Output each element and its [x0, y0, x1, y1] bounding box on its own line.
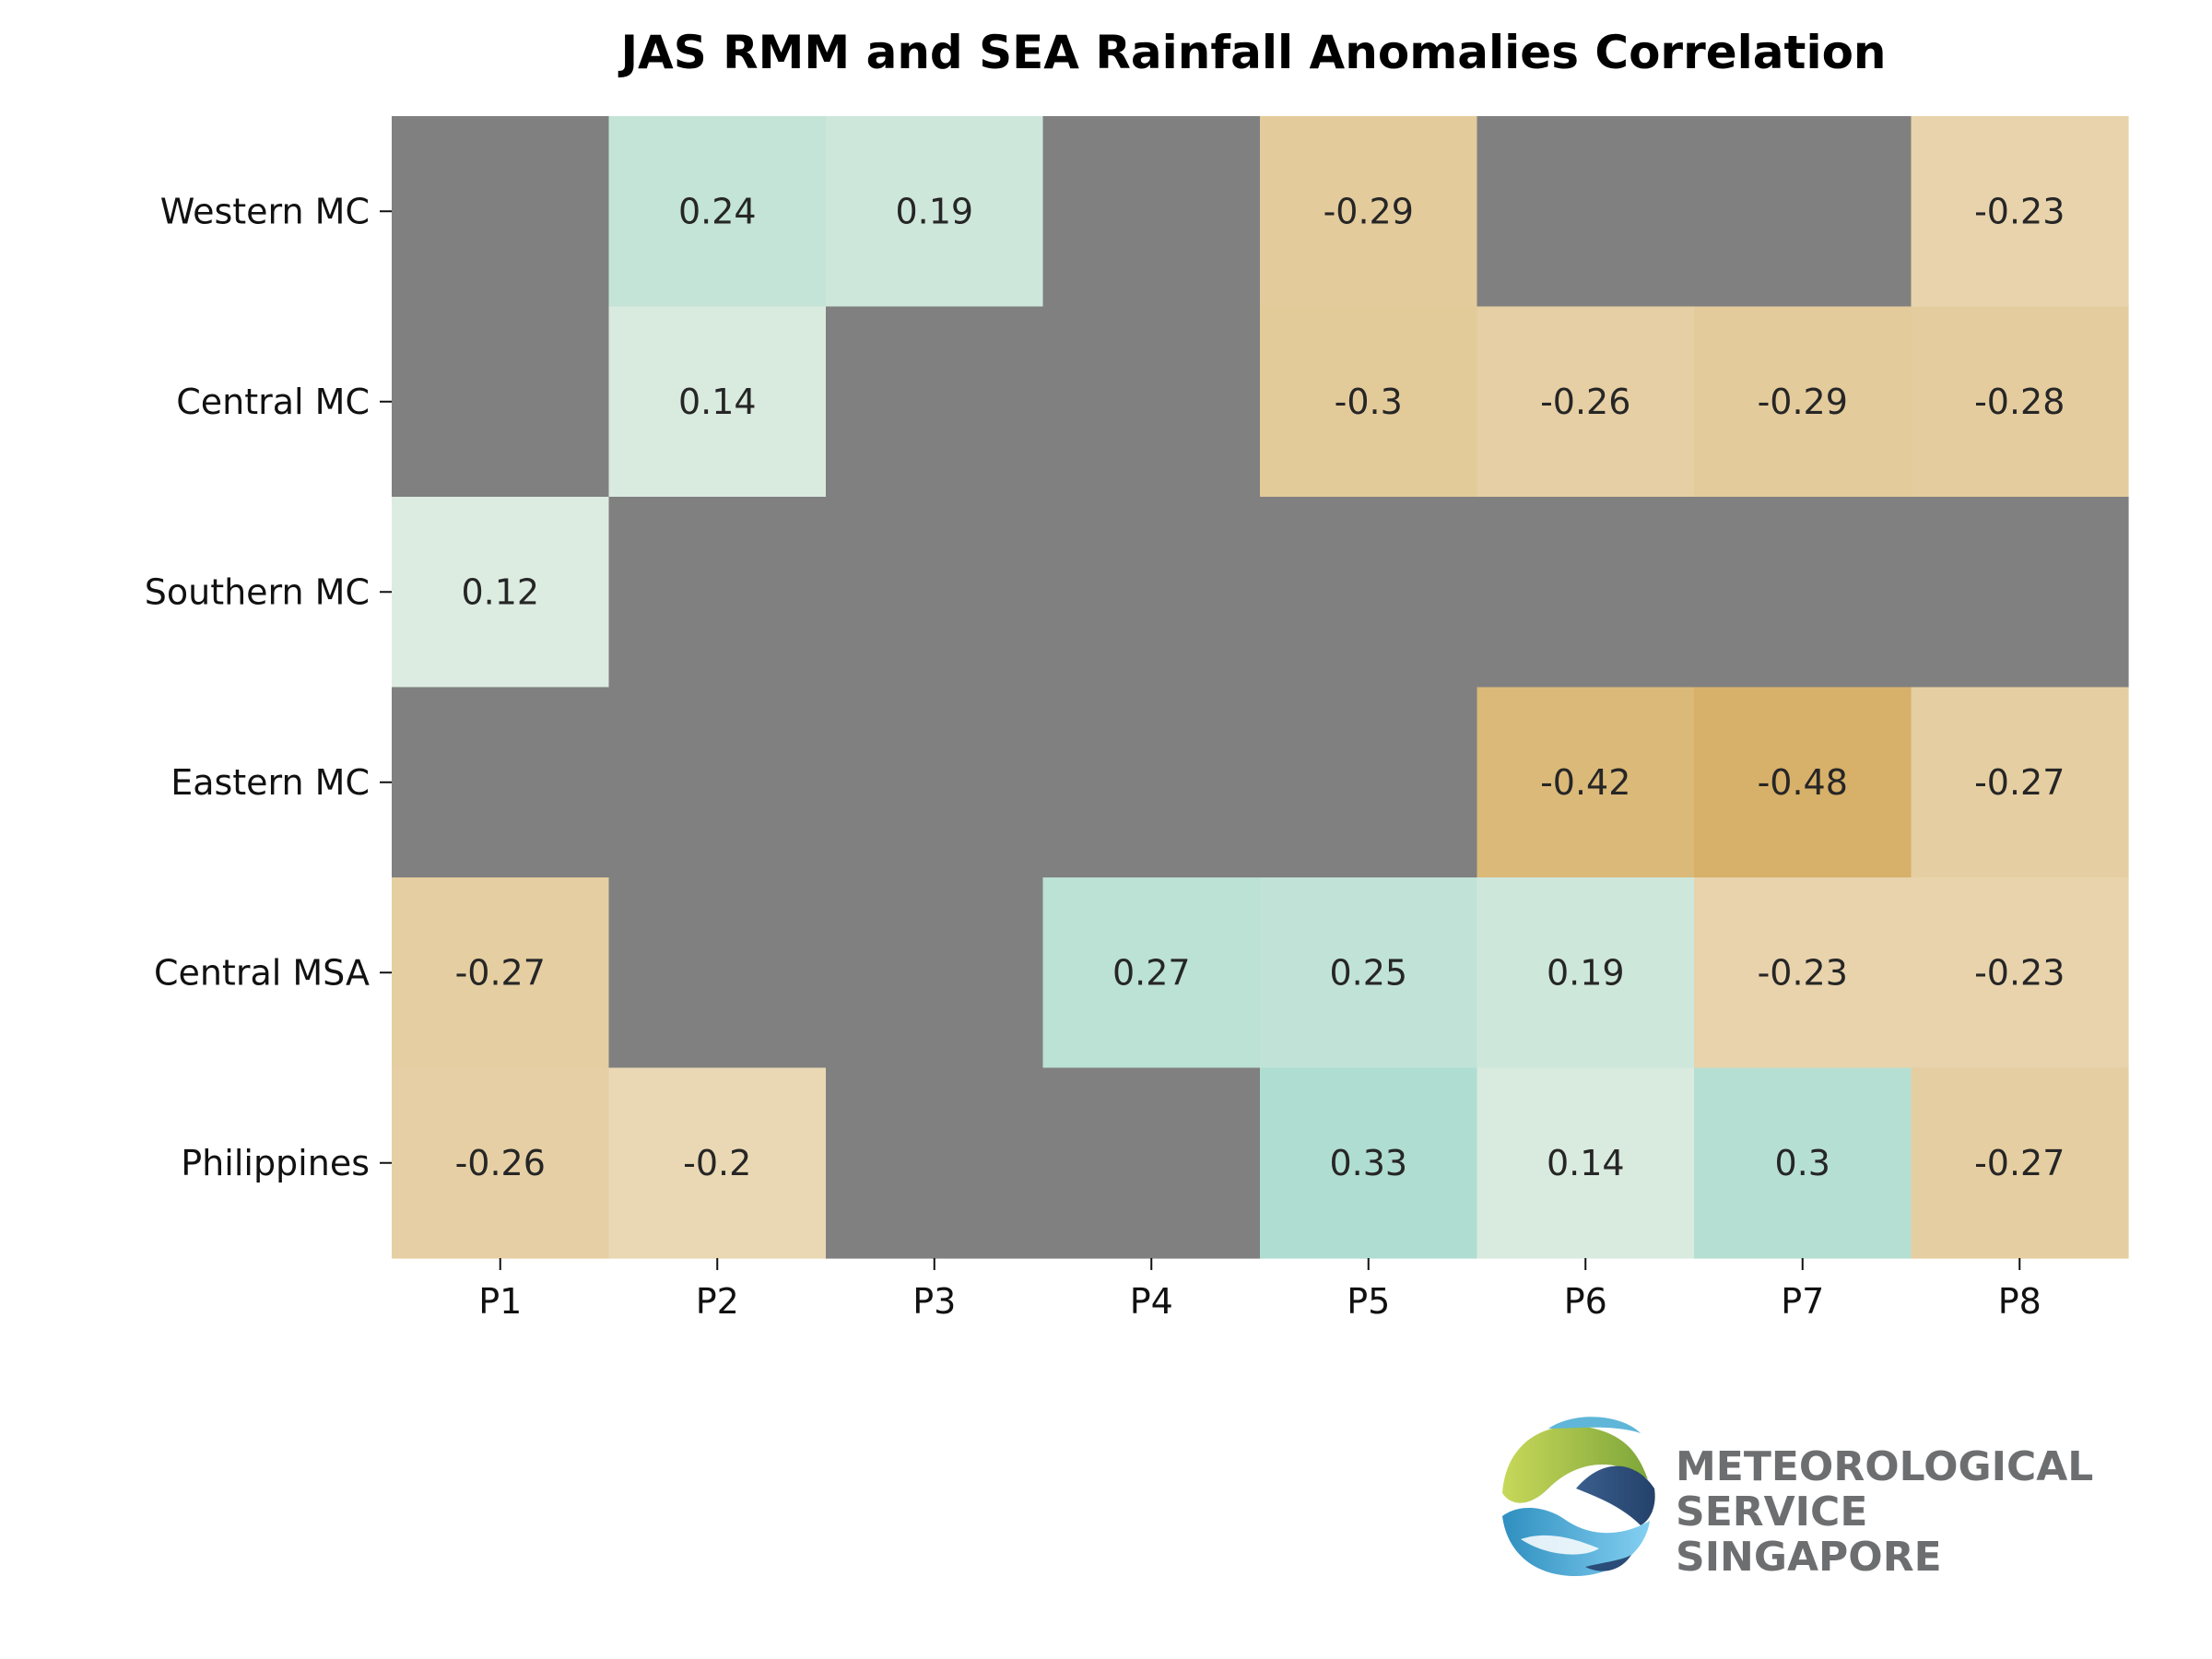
x-tick-label: P4 [1130, 1281, 1173, 1322]
cell-value-label: -0.23 [1974, 191, 2065, 231]
cell-value-label: 0.19 [895, 191, 973, 231]
cell-value-label: 0.25 [1329, 952, 1407, 993]
heatmap-cell-missing [1694, 497, 1912, 688]
x-tick-label: P7 [1781, 1281, 1824, 1322]
heatmap-cell [1694, 877, 1912, 1069]
heatmap-cell-missing [826, 1067, 1044, 1259]
y-tick-label: Western MC [160, 191, 370, 231]
heatmap-cell-missing [392, 687, 610, 878]
heatmap-cell [1477, 306, 1695, 498]
heatmap-cell-missing [1477, 116, 1695, 308]
heatmap-cell-missing [1042, 116, 1261, 308]
cell-value-label: -0.29 [1324, 191, 1414, 231]
logo-line-2: SERVICE [1676, 1488, 1867, 1535]
chart-title: JAS RMM and SEA Rainfall Anomalies Corre… [618, 26, 1886, 79]
x-tick-label: P6 [1564, 1281, 1607, 1322]
cell-value-label: -0.23 [1758, 952, 1848, 993]
heatmap-cell-missing [608, 877, 827, 1069]
heatmap-cell [392, 877, 610, 1069]
heatmap-cell [1911, 1067, 2129, 1259]
y-tick-label: Philippines [181, 1143, 370, 1183]
x-tick-label: P5 [1347, 1281, 1390, 1322]
heatmap-cell [826, 116, 1044, 308]
y-tick-label: Central MC [176, 382, 370, 422]
heatmap-cell [1911, 687, 2129, 878]
x-tick-label: P2 [696, 1281, 739, 1322]
heatmap-cell-missing [392, 306, 610, 498]
heatmap-cell-missing [1042, 1067, 1261, 1259]
cell-value-label: -0.26 [455, 1143, 546, 1183]
heatmap-cell-missing [1042, 497, 1261, 688]
heatmap-cell-missing [608, 497, 827, 688]
heatmap-cell-missing [1477, 497, 1695, 688]
x-axis: P1 P2 P3 P4 P5 P6 P7 P8 [478, 1258, 2041, 1322]
heatmap-cell [392, 1067, 610, 1259]
heatmap-cell [1694, 1067, 1912, 1259]
cell-value-label: -0.27 [1974, 1143, 2065, 1183]
y-tick-label: Southern MC [145, 571, 370, 612]
cell-value-label: 0.24 [678, 191, 757, 231]
heatmap-cell-missing [1911, 497, 2129, 688]
heatmap-cell [1042, 877, 1261, 1069]
cell-value-label: -0.48 [1758, 762, 1848, 803]
cell-value-label: -0.2 [683, 1143, 751, 1183]
cell-value-label: 0.12 [461, 571, 539, 612]
heatmap-cell-missing [826, 497, 1044, 688]
cell-value-label: 0.19 [1547, 952, 1625, 993]
heatmap-cell-missing [392, 116, 610, 308]
heatmap-cell-missing [826, 306, 1044, 498]
cell-value-label: -0.23 [1974, 952, 2065, 993]
heatmap-cell [1477, 877, 1695, 1069]
heatmap-cell [1911, 877, 2129, 1069]
heatmap-cell-missing [1260, 687, 1478, 878]
cell-value-label: -0.3 [1335, 382, 1403, 422]
cell-value-label: 0.14 [678, 382, 757, 422]
cell-value-label: 0.27 [1112, 952, 1191, 993]
heatmap-cell [1477, 687, 1695, 878]
x-tick-label: P3 [912, 1281, 956, 1322]
heatmap-cell-missing [1042, 687, 1261, 878]
heatmap-cell-missing [826, 877, 1044, 1069]
y-tick-label: Central MSA [154, 952, 370, 993]
heatmap-cell [392, 497, 610, 688]
heatmap-cell [1911, 306, 2129, 498]
heatmap-cell [1694, 306, 1912, 498]
heatmap-cells: 0.24 0.19 -0.29 -0.23 0.14 -0.3 -0.26 -0.29 -0.2… [392, 116, 2129, 1259]
cell-value-label: 0.3 [1775, 1143, 1830, 1183]
y-tick-label: Eastern MC [171, 762, 370, 803]
mss-logo: METEOROLOGICAL SERVICE SINGAPORE [1502, 1417, 2093, 1581]
x-tick-label: P1 [478, 1281, 522, 1322]
y-axis: Western MC Central MC Southern MC Eastern M… [145, 191, 392, 1183]
heatmap-cell-missing [1042, 306, 1261, 498]
heatmap-cell-missing [608, 687, 827, 878]
cell-value-label: -0.42 [1540, 762, 1630, 803]
heatmap-cell [1260, 877, 1478, 1069]
cell-value-label: -0.27 [455, 952, 546, 993]
heatmap-cell [1260, 306, 1478, 498]
x-tick-label: P8 [1998, 1281, 2041, 1322]
heatmap-cell-missing [826, 687, 1044, 878]
heatmap-cell [1694, 687, 1912, 878]
cell-value-label: -0.26 [1540, 382, 1630, 422]
heatmap-cell [608, 116, 827, 308]
heatmap-cell-missing [1260, 497, 1478, 688]
heatmap-cell [1477, 1067, 1695, 1259]
cell-value-label: 0.14 [1547, 1143, 1625, 1183]
cell-value-label: 0.33 [1329, 1143, 1407, 1183]
logo-line-1: METEOROLOGICAL [1676, 1443, 2093, 1490]
cell-value-label: -0.28 [1974, 382, 2065, 422]
heatmap-cell [608, 306, 827, 498]
heatmap-cell [1260, 116, 1478, 308]
mss-globe-icon [1502, 1417, 1655, 1576]
heatmap-cell [1911, 116, 2129, 308]
cell-value-label: -0.29 [1758, 382, 1848, 422]
logo-line-3: SINGAPORE [1676, 1534, 1942, 1581]
cell-value-label: -0.27 [1974, 762, 2065, 803]
heatmap-cell [608, 1067, 827, 1259]
heatmap-cell-missing [1694, 116, 1912, 308]
heatmap-cell [1260, 1067, 1478, 1259]
